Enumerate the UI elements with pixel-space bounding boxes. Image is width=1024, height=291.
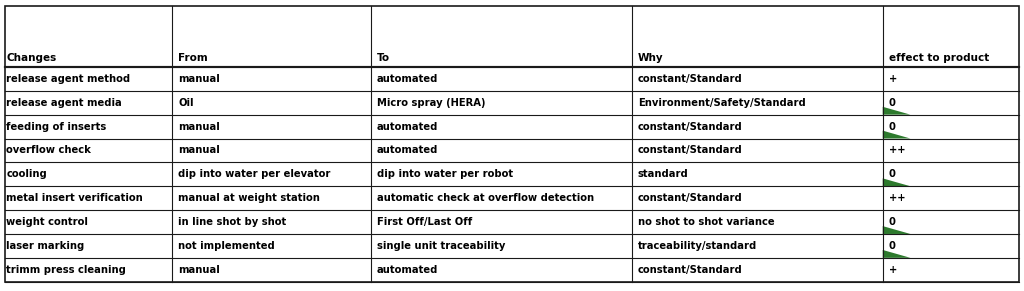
Text: laser marking: laser marking <box>6 241 84 251</box>
Text: manual: manual <box>178 122 220 132</box>
Text: First Off/Last Off: First Off/Last Off <box>377 217 472 227</box>
Text: Environment/Safety/Standard: Environment/Safety/Standard <box>638 98 806 108</box>
Text: cooling: cooling <box>6 169 47 179</box>
Text: automated: automated <box>377 146 438 155</box>
Text: in line shot by shot: in line shot by shot <box>178 217 287 227</box>
Text: release agent media: release agent media <box>6 98 122 108</box>
Text: trimm press cleaning: trimm press cleaning <box>6 265 126 275</box>
Text: constant/Standard: constant/Standard <box>638 122 742 132</box>
Text: Why: Why <box>638 54 664 63</box>
Text: Micro spray (HERA): Micro spray (HERA) <box>377 98 485 108</box>
Text: Oil: Oil <box>178 98 194 108</box>
Text: traceability/standard: traceability/standard <box>638 241 757 251</box>
Text: 0: 0 <box>889 122 896 132</box>
Text: manual: manual <box>178 146 220 155</box>
Text: manual: manual <box>178 265 220 275</box>
Polygon shape <box>883 178 910 186</box>
Polygon shape <box>883 131 910 139</box>
Text: Changes: Changes <box>6 54 56 63</box>
Text: automated: automated <box>377 74 438 84</box>
Text: automated: automated <box>377 122 438 132</box>
Text: constant/Standard: constant/Standard <box>638 74 742 84</box>
Text: no shot to shot variance: no shot to shot variance <box>638 217 774 227</box>
Text: metal insert verification: metal insert verification <box>6 193 143 203</box>
Polygon shape <box>883 226 910 234</box>
Text: +: + <box>889 74 897 84</box>
Text: standard: standard <box>638 169 689 179</box>
Text: not implemented: not implemented <box>178 241 274 251</box>
Text: 0: 0 <box>889 217 896 227</box>
Text: ++: ++ <box>889 146 905 155</box>
Text: constant/Standard: constant/Standard <box>638 193 742 203</box>
Text: To: To <box>377 54 390 63</box>
Text: ++: ++ <box>889 193 905 203</box>
Text: 0: 0 <box>889 241 896 251</box>
Text: overflow check: overflow check <box>6 146 91 155</box>
Text: single unit traceability: single unit traceability <box>377 241 505 251</box>
Polygon shape <box>883 250 910 258</box>
Text: 0: 0 <box>889 98 896 108</box>
Text: dip into water per robot: dip into water per robot <box>377 169 513 179</box>
Text: constant/Standard: constant/Standard <box>638 146 742 155</box>
Text: release agent method: release agent method <box>6 74 130 84</box>
Text: manual at weight station: manual at weight station <box>178 193 321 203</box>
Text: +: + <box>889 265 897 275</box>
Text: feeding of inserts: feeding of inserts <box>6 122 106 132</box>
Text: dip into water per elevator: dip into water per elevator <box>178 169 331 179</box>
Text: automated: automated <box>377 265 438 275</box>
Text: manual: manual <box>178 74 220 84</box>
Polygon shape <box>883 107 910 115</box>
Text: 0: 0 <box>889 169 896 179</box>
Text: constant/Standard: constant/Standard <box>638 265 742 275</box>
Text: automatic check at overflow detection: automatic check at overflow detection <box>377 193 594 203</box>
Text: From: From <box>178 54 208 63</box>
Text: weight control: weight control <box>6 217 88 227</box>
Text: effect to product: effect to product <box>889 54 989 63</box>
